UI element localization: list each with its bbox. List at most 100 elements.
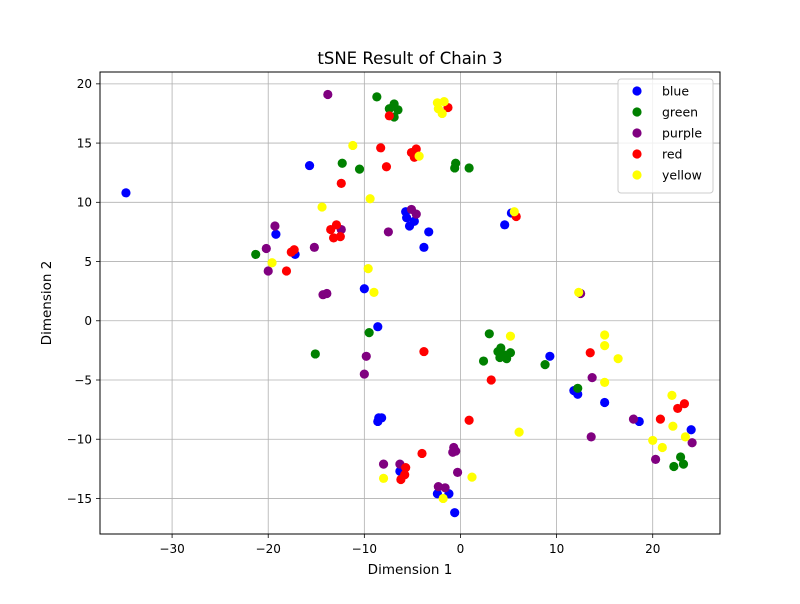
purple-point: [361, 351, 371, 361]
blue-point: [409, 216, 419, 226]
red-point: [585, 348, 595, 358]
yellow-point: [467, 472, 477, 482]
purple-point: [440, 483, 450, 493]
purple-point: [378, 459, 389, 469]
ticks-layer: −30 −20 −10 0 10 20 −15 −10 −5 0 5 10 15 20: [67, 77, 661, 556]
legend-label-red: red: [662, 147, 683, 162]
legend-marker-blue: [632, 86, 642, 96]
yellow-point: [680, 432, 690, 442]
yellow-point: [613, 354, 623, 364]
y-tick-label: 10: [77, 196, 92, 210]
y-axis-label: Dimension 2: [39, 261, 55, 346]
yellow-point: [657, 442, 667, 453]
red-point: [336, 178, 346, 188]
blue-point: [304, 160, 315, 171]
legend-label-yellow: yellow: [662, 168, 702, 183]
legend-label-purple: purple: [662, 126, 702, 141]
green-point: [364, 328, 374, 338]
purple-point: [452, 467, 463, 477]
legend-box: [617, 78, 714, 194]
yellow-point: [317, 202, 327, 212]
y-tick-label: 0: [84, 314, 92, 328]
x-tick-label: 10: [549, 542, 564, 556]
red-point: [376, 143, 386, 153]
grid-layer: [100, 72, 720, 534]
red-point: [401, 463, 411, 473]
yellow-point: [378, 473, 389, 483]
yellow-point: [433, 104, 443, 114]
blue-point: [271, 229, 281, 239]
red-point: [331, 220, 342, 230]
green-point: [450, 163, 460, 173]
blue-point: [377, 413, 387, 423]
yellow-point: [600, 341, 610, 351]
green-point: [251, 249, 261, 260]
purple-point: [448, 447, 458, 457]
purple-point: [628, 414, 639, 424]
legend-marker-yellow: [632, 170, 642, 180]
purple-point: [383, 227, 393, 237]
blue-point: [450, 508, 460, 518]
yellow-point: [509, 207, 519, 217]
red-point: [679, 399, 690, 409]
purple-point: [687, 438, 697, 448]
purple-point: [587, 373, 597, 383]
red-point: [655, 414, 666, 424]
red-point: [464, 415, 474, 425]
blue-point: [373, 322, 383, 332]
yellow-point: [363, 264, 373, 274]
green-point: [337, 158, 347, 168]
green-point: [310, 349, 320, 359]
green-point: [678, 459, 689, 469]
legend: blue green purple red yellow: [617, 78, 714, 194]
y-tick-label: −5: [74, 373, 92, 387]
green-point: [354, 164, 365, 174]
green-point: [675, 452, 686, 462]
blue-point: [686, 425, 696, 435]
green-point: [478, 356, 489, 366]
red-point: [486, 375, 496, 385]
blue-point: [121, 188, 131, 198]
yellow-point: [414, 151, 424, 161]
legend-marker-green: [632, 107, 642, 117]
plot-frame: [99, 71, 721, 535]
yellow-point: [667, 390, 677, 400]
x-tick-label: 20: [645, 542, 660, 556]
y-tick-label: 15: [77, 136, 92, 150]
yellow-point: [348, 140, 358, 151]
red-point: [411, 144, 421, 154]
blue-point: [424, 227, 434, 237]
red-point: [384, 111, 394, 121]
purple-point: [261, 243, 271, 254]
green-point: [496, 343, 506, 353]
purple-point: [270, 221, 280, 231]
y-tick-label: −10: [67, 433, 92, 447]
blue-point: [402, 213, 412, 223]
green-point: [669, 461, 679, 472]
chart-title: tSNE Result of Chain 3: [317, 49, 502, 68]
red-point: [381, 162, 392, 172]
purple-point: [411, 209, 421, 219]
legend-label-green: green: [662, 105, 698, 120]
yellow-point: [439, 97, 449, 107]
green-point: [484, 329, 494, 339]
green-point: [500, 350, 510, 360]
red-point: [419, 346, 429, 357]
red-point: [281, 266, 292, 276]
yellow-point: [574, 287, 584, 297]
x-axis-label: Dimension 1: [368, 562, 453, 578]
x-tick-label: −20: [256, 542, 281, 556]
purple-point: [586, 432, 596, 442]
blue-point: [359, 284, 369, 294]
purple-point: [359, 369, 369, 379]
yellow-point: [600, 330, 610, 340]
blue-point: [545, 351, 555, 361]
y-tick-label: −15: [67, 492, 92, 506]
yellow-point: [514, 427, 524, 437]
green-point: [372, 92, 382, 102]
yellow-point: [438, 493, 448, 504]
y-tick-label: 5: [84, 255, 92, 269]
blue-point: [600, 397, 610, 408]
points-layer: [121, 89, 697, 518]
